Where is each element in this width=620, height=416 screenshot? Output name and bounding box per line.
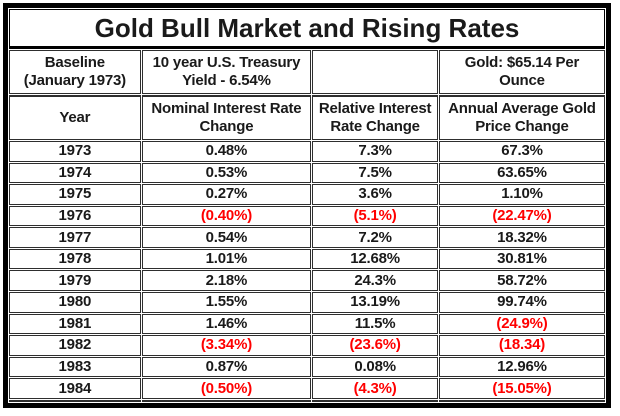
year-cell: 1980 — [9, 292, 141, 313]
year-cell: 1979 — [9, 270, 141, 292]
value-cell: 99.74% — [438, 292, 605, 313]
value-cell: 67.3% — [438, 141, 605, 162]
value-cell: 1.46% — [141, 313, 312, 335]
year-column-header: Year — [9, 95, 141, 140]
value-cell: 0.53% — [141, 162, 312, 184]
value-cell: (0.50%) — [141, 378, 312, 399]
year-cell: 1978 — [9, 248, 141, 270]
value-cell: (4.3%) — [312, 378, 438, 399]
gold-price-column-header: Annual Average Gold Price Change — [438, 95, 605, 140]
table-row: 1978 1.01% 12.68% 30.81% — [9, 248, 605, 270]
value-cell: 0.48% — [141, 141, 312, 162]
value-cell: 12.68% — [312, 248, 438, 270]
table-row: 1973 0.48% 7.3% 67.3% — [9, 141, 605, 162]
value-cell: 1.55% — [141, 292, 312, 313]
title-row: Gold Bull Market and Rising Rates — [9, 9, 605, 49]
value-cell: 13.19% — [312, 292, 438, 313]
value-cell: 1.10% — [438, 184, 605, 205]
table-row: 1981 1.46% 11.5% (24.9%) — [9, 313, 605, 335]
table-row: 1979 2.18% 24.3% 58.72% — [9, 270, 605, 292]
value-cell: 11.5% — [312, 313, 438, 335]
value-cell: 3.6% — [312, 184, 438, 205]
value-cell: 24.3% — [312, 270, 438, 292]
value-cell: 7.2% — [312, 227, 438, 248]
value-cell: 2.18% — [141, 270, 312, 292]
value-cell: (18.34) — [438, 335, 605, 356]
value-cell: (0.40%) — [141, 205, 312, 227]
value-cell: (22.47%) — [438, 205, 605, 227]
value-cell — [141, 399, 312, 402]
relative-rate-column-header: Relative Interest Rate Change — [312, 95, 438, 140]
table-row: 1982 (3.34%) (23.6%) (18.34) — [9, 335, 605, 356]
nominal-rate-column-header: Nominal Interest Rate Change — [141, 95, 312, 140]
table-row: 1977 0.54% 7.2% 18.32% — [9, 227, 605, 248]
year-cell: 1977 — [9, 227, 141, 248]
baseline-row: Baseline (January 1973) 10 year U.S. Tre… — [9, 50, 605, 94]
value-cell: 7.3% — [312, 141, 438, 162]
value-cell: 0.54% — [141, 227, 312, 248]
value-cell: 0.87% — [141, 356, 312, 378]
year-cell: 1984 — [9, 378, 141, 399]
gold-bull-market-table: Gold Bull Market and Rising Rates Baseli… — [8, 8, 606, 403]
table-row: 1983 0.87% 0.08% 12.96% — [9, 356, 605, 378]
table-row — [9, 399, 605, 402]
treasury-yield-baseline-cell: 10 year U.S. Treasury Yield - 6.54% — [141, 50, 312, 94]
value-cell: (23.6%) — [312, 335, 438, 356]
value-cell: 63.65% — [438, 162, 605, 184]
table-row: 1974 0.53% 7.5% 63.65% — [9, 162, 605, 184]
baseline-label-cell: Baseline (January 1973) — [9, 50, 141, 94]
value-cell — [312, 399, 438, 402]
table-row: 1980 1.55% 13.19% 99.74% — [9, 292, 605, 313]
value-cell — [438, 399, 605, 402]
table-row: 1975 0.27% 3.6% 1.10% — [9, 184, 605, 205]
year-cell: 1973 — [9, 141, 141, 162]
value-cell: (15.05%) — [438, 378, 605, 399]
value-cell: 0.08% — [312, 356, 438, 378]
year-cell: 1982 — [9, 335, 141, 356]
table-row: 1976 (0.40%) (5.1%) (22.47%) — [9, 205, 605, 227]
table-row: 1984 (0.50%) (4.3%) (15.05%) — [9, 378, 605, 399]
empty-baseline-cell — [312, 50, 438, 94]
value-cell: 18.32% — [438, 227, 605, 248]
column-header-row: Year Nominal Interest Rate Change Relati… — [9, 95, 605, 140]
value-cell: (3.34%) — [141, 335, 312, 356]
year-cell: 1983 — [9, 356, 141, 378]
year-cell: 1975 — [9, 184, 141, 205]
value-cell: 12.96% — [438, 356, 605, 378]
table-body: Gold Bull Market and Rising Rates Baseli… — [9, 9, 605, 402]
value-cell: 7.5% — [312, 162, 438, 184]
value-cell: 30.81% — [438, 248, 605, 270]
year-cell: 1976 — [9, 205, 141, 227]
value-cell: 58.72% — [438, 270, 605, 292]
gold-baseline-cell: Gold: $65.14 Per Ounce — [438, 50, 605, 94]
value-cell: (24.9%) — [438, 313, 605, 335]
value-cell: 1.01% — [141, 248, 312, 270]
table-title: Gold Bull Market and Rising Rates — [9, 9, 605, 49]
year-cell: 1981 — [9, 313, 141, 335]
table-frame: Gold Bull Market and Rising Rates Baseli… — [3, 3, 611, 408]
year-cell — [9, 399, 141, 402]
value-cell: 0.27% — [141, 184, 312, 205]
value-cell: (5.1%) — [312, 205, 438, 227]
year-cell: 1974 — [9, 162, 141, 184]
